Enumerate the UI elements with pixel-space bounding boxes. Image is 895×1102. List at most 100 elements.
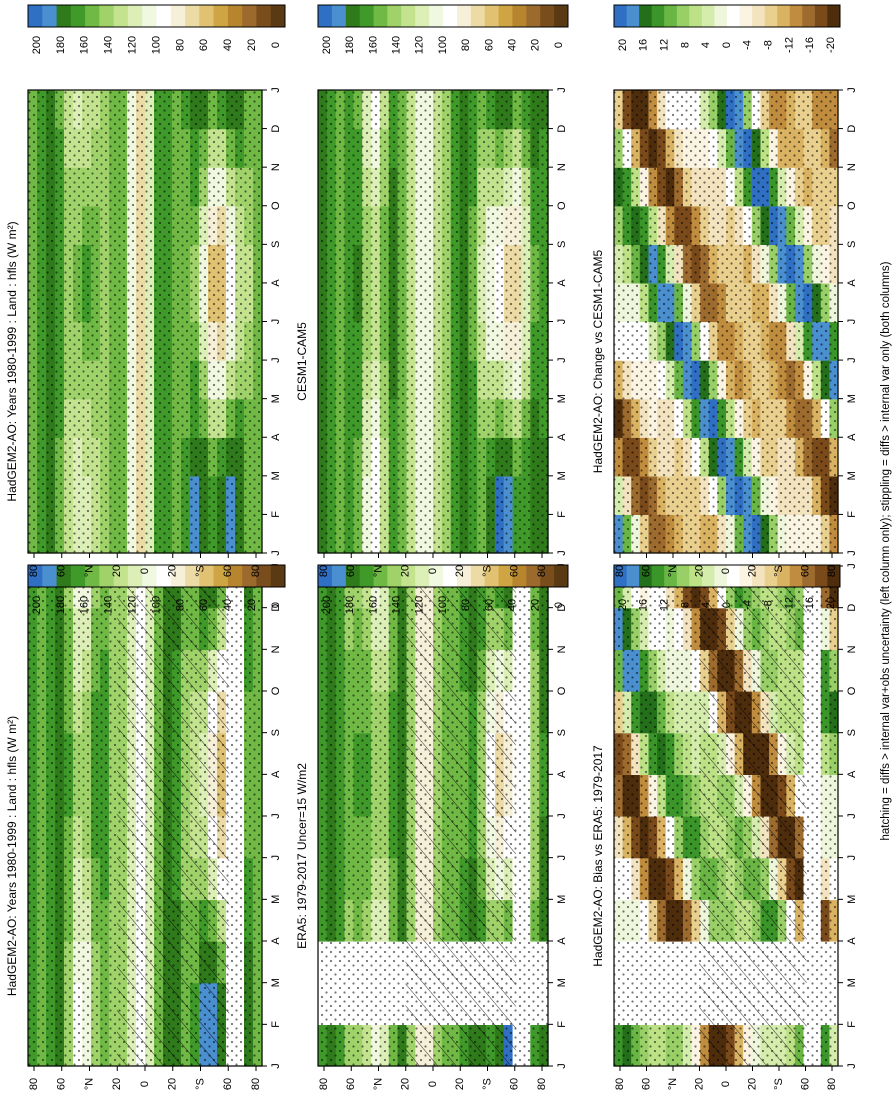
colorbar-swatch — [689, 5, 703, 27]
colorbar-tick-label: 80 — [460, 39, 472, 51]
month-tick-label: M — [556, 895, 568, 904]
colorbar-swatch — [359, 5, 375, 27]
colorbar-swatch — [415, 565, 430, 587]
colorbar-tick-label: 80 — [460, 599, 472, 611]
colorbar-swatch — [470, 5, 486, 27]
colorbar-swatch — [415, 5, 430, 27]
colorbar-swatch — [777, 565, 791, 587]
colorbar-tick-label: 40 — [507, 599, 519, 611]
colorbar-swatch — [70, 565, 86, 587]
colorbar-swatch — [256, 565, 272, 587]
month-tick-label: A — [556, 433, 568, 441]
lat-tick-label: 60 — [56, 565, 68, 577]
colorbar-tick-label: 120 — [127, 36, 139, 54]
month-tick-label: O — [846, 201, 858, 210]
month-tick-label: D — [556, 125, 568, 133]
colorbar-tick-label: 16 — [638, 599, 650, 611]
colorbar-tick-label: 20 — [617, 39, 629, 51]
lat-tick-label: 80 — [614, 565, 626, 577]
colorbar-tick-label: 80 — [174, 599, 186, 611]
colorbar-swatch — [85, 565, 100, 587]
month-tick-label: N — [846, 163, 858, 171]
colorbar-swatch — [714, 565, 728, 587]
month-tick-label: J — [270, 1063, 282, 1069]
footnote: hatching = diffs > internal var+obs unce… — [880, 261, 892, 840]
colorbar-swatch — [701, 565, 715, 587]
colorbar-tick-label: 180 — [55, 596, 67, 614]
month-tick-label: F — [556, 1021, 568, 1028]
colorbar-swatch — [701, 5, 715, 27]
month-tick-label: F — [270, 511, 282, 518]
lat-tick-label: 60 — [509, 565, 521, 577]
month-tick-label: O — [556, 686, 568, 695]
month-tick-label: J — [270, 319, 282, 325]
month-tick-label: J — [556, 357, 568, 363]
colorbar-swatch — [170, 565, 186, 587]
month-tick-label: J — [270, 87, 282, 93]
lat-tick-label: 80 — [536, 565, 548, 577]
colorbar-tick-label: 20 — [617, 599, 629, 611]
lat-tick-label: 0 — [139, 568, 151, 574]
month-tick-label: M — [846, 471, 858, 480]
panel-title: CESM1-CAM5 — [295, 322, 309, 401]
colorbar-tick-label: -4 — [742, 40, 754, 50]
colorbar-tick-label: 200 — [31, 36, 43, 54]
month-tick-label: J — [846, 855, 858, 861]
colorbar-swatch — [270, 5, 286, 27]
month-tick-label: A — [270, 937, 282, 945]
colorbar-swatch — [827, 565, 841, 587]
month-tick-label: J — [846, 813, 858, 819]
month-tick-label: D — [846, 604, 858, 612]
lat-tick-label: 60 — [222, 565, 234, 577]
colorbar-swatch — [484, 565, 500, 587]
month-tick-label: M — [846, 895, 858, 904]
colorbar-tick-label: 20 — [530, 599, 542, 611]
colorbar-swatch — [664, 5, 678, 27]
colorbar-swatch — [156, 5, 172, 27]
colorbar-tick-label: 20 — [246, 599, 258, 611]
month-tick-label: A — [846, 433, 858, 441]
month-tick-label: N — [270, 645, 282, 653]
lat-tick-label: 0 — [720, 1081, 732, 1087]
colorbar-swatch — [127, 565, 143, 587]
colorbar-tick-label: 180 — [344, 596, 356, 614]
lat-tick-label: 20 — [454, 565, 466, 577]
month-tick-label: J — [846, 87, 858, 93]
colorbar-tick-label: 160 — [79, 596, 91, 614]
month-tick-label: S — [556, 729, 568, 736]
colorbar-frame — [27, 564, 286, 588]
colorbar-swatch — [42, 5, 58, 27]
colorbar-swatch — [373, 565, 388, 587]
lat-tick-label: °N — [372, 565, 384, 577]
colorbar-swatch — [639, 5, 653, 27]
colorbar-swatch — [739, 565, 753, 587]
lat-tick-label: 60 — [799, 1078, 811, 1090]
month-tick-label: M — [846, 978, 858, 987]
colorbar-tick-label: -8 — [763, 600, 775, 610]
month-tick-label: D — [846, 125, 858, 133]
colorbar-tick-label: 16 — [638, 39, 650, 51]
colorbar: 200 180 160 140 120 100 80 60 40 20 0 — [317, 4, 569, 54]
colorbar-swatch — [113, 565, 129, 587]
month-tick-label: A — [556, 770, 568, 778]
lat-tick-label: 60 — [640, 1078, 652, 1090]
colorbar-swatch — [401, 565, 416, 587]
month-tick-label: O — [270, 686, 282, 695]
month-tick-label: A — [556, 279, 568, 287]
month-tick-label: J — [270, 813, 282, 819]
month-tick-label: S — [270, 241, 282, 248]
lat-tick-label: °S — [194, 1078, 206, 1090]
colorbar-tick-label: 140 — [103, 596, 115, 614]
colorbar-tick-label: 8 — [679, 602, 691, 608]
colorbar-tick-label: 160 — [367, 596, 379, 614]
colorbar-swatch — [127, 5, 143, 27]
stippling-overlay — [318, 90, 548, 553]
colorbar-tick-label: 60 — [483, 39, 495, 51]
month-tick-label: O — [270, 201, 282, 210]
colorbar-swatch — [626, 565, 640, 587]
colorbar-swatch — [470, 565, 486, 587]
